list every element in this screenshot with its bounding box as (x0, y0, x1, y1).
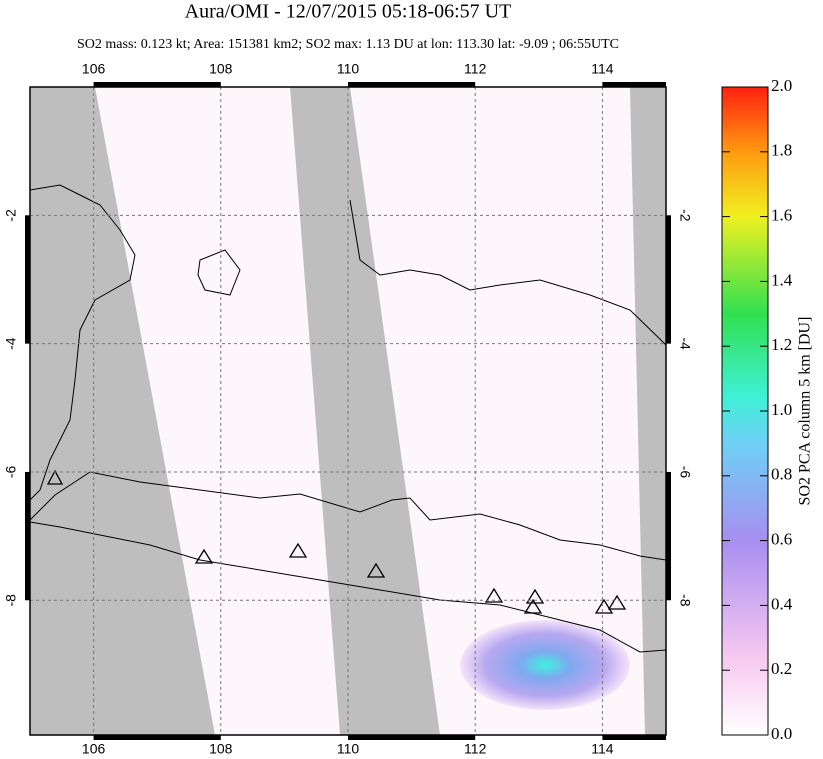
x-tick-label: 108 (209, 61, 233, 77)
x-tick-label: 112 (464, 61, 487, 77)
x-tick-label: 114 (591, 61, 614, 77)
y-tick-label: -8 (677, 594, 693, 607)
coastline (30, 471, 666, 561)
swath (350, 87, 645, 735)
colorbar-label: SO2 PCA column 5 km [DU] (797, 317, 814, 506)
x-tick-label: 108 (209, 741, 233, 757)
x-tick-bar (93, 735, 221, 740)
y-tick-label: -6 (677, 466, 693, 479)
coastline (30, 521, 666, 653)
x-tick-bar (348, 735, 476, 740)
grid (30, 87, 666, 735)
x-tick-label: 110 (337, 61, 360, 77)
volcanoes (46, 469, 627, 614)
y-tick-bar (666, 471, 671, 601)
island (197, 249, 241, 296)
x-tick-label: 112 (464, 741, 487, 757)
colorbar-tick-label: 0.4 (771, 594, 793, 613)
y-tick-bar (666, 215, 671, 344)
y-tick-label: -2 (3, 209, 19, 222)
y-tick-label: -8 (3, 594, 19, 607)
colorbar-tick-label: 1.2 (771, 335, 792, 354)
y-tick-label: -4 (3, 337, 19, 350)
coastline (349, 199, 666, 346)
colorbar-tick-label: 2.0 (771, 76, 792, 95)
y-tick-label: -2 (677, 209, 693, 222)
x-tick-bar (602, 82, 666, 87)
coastline (30, 184, 136, 501)
y-tick-bar (25, 215, 30, 344)
so2-plume (460, 620, 630, 710)
y-tick-label: -6 (3, 466, 19, 479)
colorbar-tick-label: 0.2 (771, 659, 792, 678)
subtitle: SO2 mass: 0.123 kt; Area: 151381 km2; SO… (77, 37, 619, 52)
title: Aura/OMI - 12/07/2015 05:18-06:57 UT (185, 1, 512, 23)
colorbar-tick-label: 1.6 (771, 206, 792, 225)
x-tick-bar (348, 82, 476, 87)
colorbar-tick-label: 1.8 (771, 141, 792, 160)
x-tick-bar (602, 735, 666, 740)
x-tick-label: 114 (591, 741, 614, 757)
x-tick-label: 110 (337, 741, 360, 757)
x-tick-bar (93, 82, 221, 87)
y-tick-bar (25, 471, 30, 601)
y-tick-label: -4 (677, 337, 693, 350)
colorbar-tick-label: 0.6 (771, 530, 792, 549)
colorbar-tick-label: 1.4 (771, 270, 793, 289)
colorbar-tick-label: 0.8 (771, 465, 792, 484)
x-tick-label: 106 (82, 61, 106, 77)
colorbar-tick-label: 1.0 (771, 400, 792, 419)
colorbar-tick-label: 0.0 (771, 724, 792, 743)
x-tick-label: 106 (82, 741, 106, 757)
